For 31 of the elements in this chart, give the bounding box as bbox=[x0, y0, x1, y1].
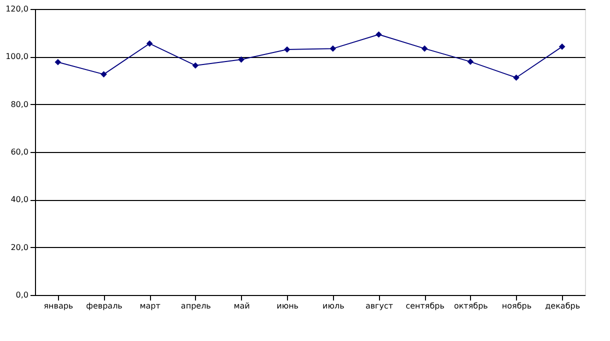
x-tick-label: декабрь bbox=[545, 302, 580, 310]
y-tick-label: 120,0 bbox=[6, 4, 28, 14]
x-tick-label: февраль bbox=[86, 302, 123, 310]
y-tick-label: 20,0 bbox=[10, 242, 28, 252]
point bbox=[421, 45, 428, 52]
y-tick-label: 40,0 bbox=[10, 195, 28, 204]
x-tick-label: март bbox=[140, 302, 161, 310]
point bbox=[54, 58, 62, 66]
point bbox=[100, 71, 107, 78]
point bbox=[238, 56, 244, 63]
x-tick-label: октябрь bbox=[454, 302, 488, 310]
y-tick-label: 60,0 bbox=[10, 148, 28, 156]
point bbox=[284, 46, 290, 53]
point bbox=[146, 40, 153, 47]
x-tick-label: июнь bbox=[276, 302, 299, 310]
x-tick-label: ноябрь bbox=[502, 302, 532, 310]
point bbox=[376, 31, 382, 38]
x-tick-label: май bbox=[234, 302, 250, 310]
y-tick-label: 0,0 bbox=[16, 290, 28, 300]
point bbox=[467, 58, 474, 65]
y-tick-label: 100,0 bbox=[6, 52, 28, 62]
x-tick-label: август bbox=[365, 302, 394, 310]
point bbox=[513, 74, 520, 81]
point bbox=[558, 43, 566, 50]
x-tick-label: сентябрь bbox=[406, 302, 445, 310]
x-tick-label: апрель bbox=[180, 302, 212, 310]
point bbox=[192, 62, 199, 69]
x-tick-label: июль bbox=[322, 302, 345, 310]
point bbox=[330, 45, 336, 52]
x-tick-label: январь bbox=[44, 302, 74, 310]
y-tick-label: 80,0 bbox=[10, 100, 28, 109]
